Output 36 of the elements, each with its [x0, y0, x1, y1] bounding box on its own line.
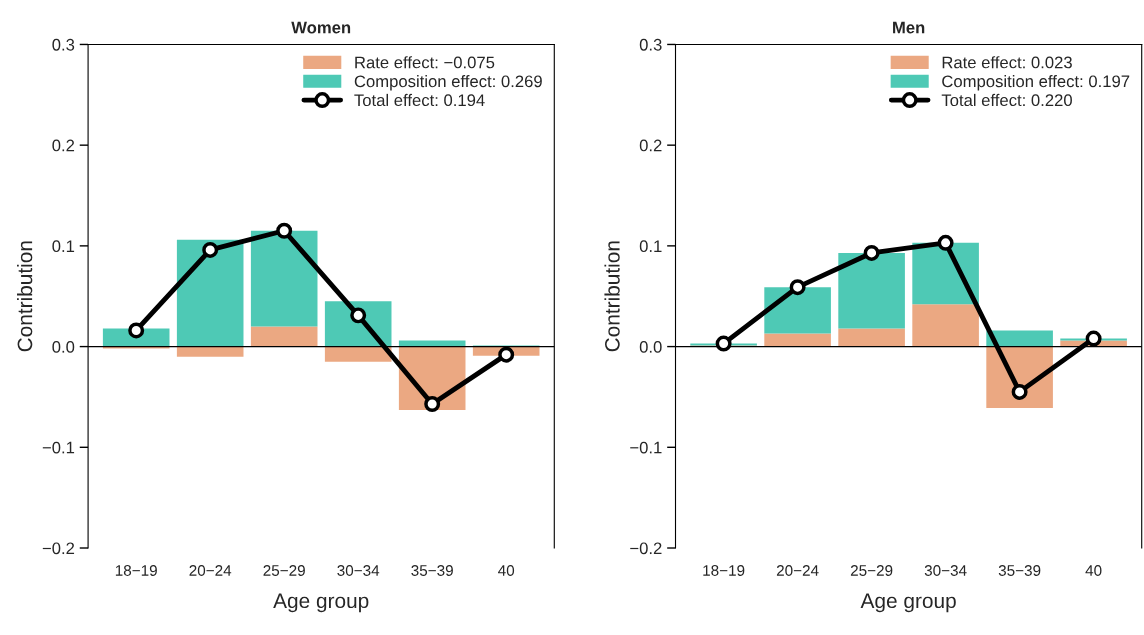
x-tick-label: 18−19 [115, 565, 157, 576]
x-tick-label: 20−24 [189, 565, 232, 576]
x-tick-label: 18−19 [703, 565, 745, 576]
legend-label: Composition effect: 0.269 [354, 74, 542, 91]
chart-title: Women [291, 21, 351, 34]
x-tick-label: 30−34 [337, 565, 380, 576]
x-axis-title: Age group [273, 593, 369, 613]
legend-label: Total effect: 0.220 [941, 93, 1072, 107]
y-tick-label: 0.1 [639, 240, 662, 253]
y-tick-label: 0.1 [52, 240, 75, 253]
x-tick-label: 30−34 [924, 565, 967, 576]
x-axis-title: Age group [860, 593, 956, 613]
legend-label: Total effect: 0.194 [354, 93, 485, 107]
y-axis-title: Contribution [604, 241, 620, 352]
y-tick-label: −0.2 [630, 542, 662, 555]
y-tick-label: −0.1 [630, 441, 662, 454]
chart-title: Men [893, 21, 925, 34]
y-tick-label: 0.0 [52, 340, 75, 353]
y-tick-label: 0.2 [52, 139, 75, 152]
x-tick-label: 20−24 [776, 565, 819, 576]
y-tick-label: 0.3 [639, 38, 662, 51]
x-tick-label: 25−29 [850, 565, 893, 576]
y-tick-label: 0.3 [52, 38, 75, 51]
x-tick-label: 35−39 [411, 565, 453, 576]
x-tick-label: 25−29 [263, 565, 305, 576]
y-tick-label: −0.2 [42, 542, 75, 555]
legend-label: Rate effect: 0.023 [942, 56, 1072, 69]
y-tick-label: 0.2 [639, 139, 662, 152]
x-tick-label: 35−39 [998, 565, 1041, 576]
legend-label: Rate effect: −0.075 [355, 56, 495, 69]
y-tick-label: −0.1 [42, 441, 75, 454]
x-tick-label: 40 [1085, 565, 1102, 576]
y-axis-title: Contribution [17, 241, 33, 352]
legend-label: Composition effect: 0.197 [942, 74, 1130, 91]
y-tick-label: 0.0 [639, 340, 662, 353]
x-tick-label: 40 [498, 565, 515, 576]
